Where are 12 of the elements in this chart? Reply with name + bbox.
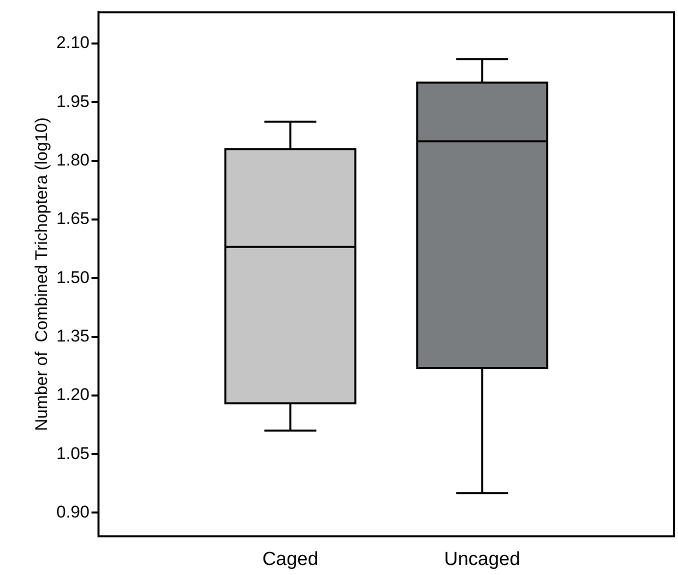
x-tick-label: Caged: [262, 548, 318, 570]
y-tick-label: 2.10: [56, 33, 90, 52]
y-tick-label: 1.20: [56, 385, 90, 404]
y-tick-label: 1.95: [56, 92, 90, 111]
y-tick-label: 0.90: [56, 502, 90, 522]
y-axis-title: Number of Combined Trichoptera (log10): [32, 117, 51, 432]
y-tick-label: 1.35: [56, 326, 90, 346]
x-tick-label: Uncaged: [444, 548, 520, 570]
y-tick-label: 1.65: [56, 209, 90, 228]
y-tick-label: 1.05: [56, 444, 90, 463]
y-tick-label: 1.80: [56, 150, 90, 170]
y-tick-label: 1.50: [56, 268, 90, 287]
